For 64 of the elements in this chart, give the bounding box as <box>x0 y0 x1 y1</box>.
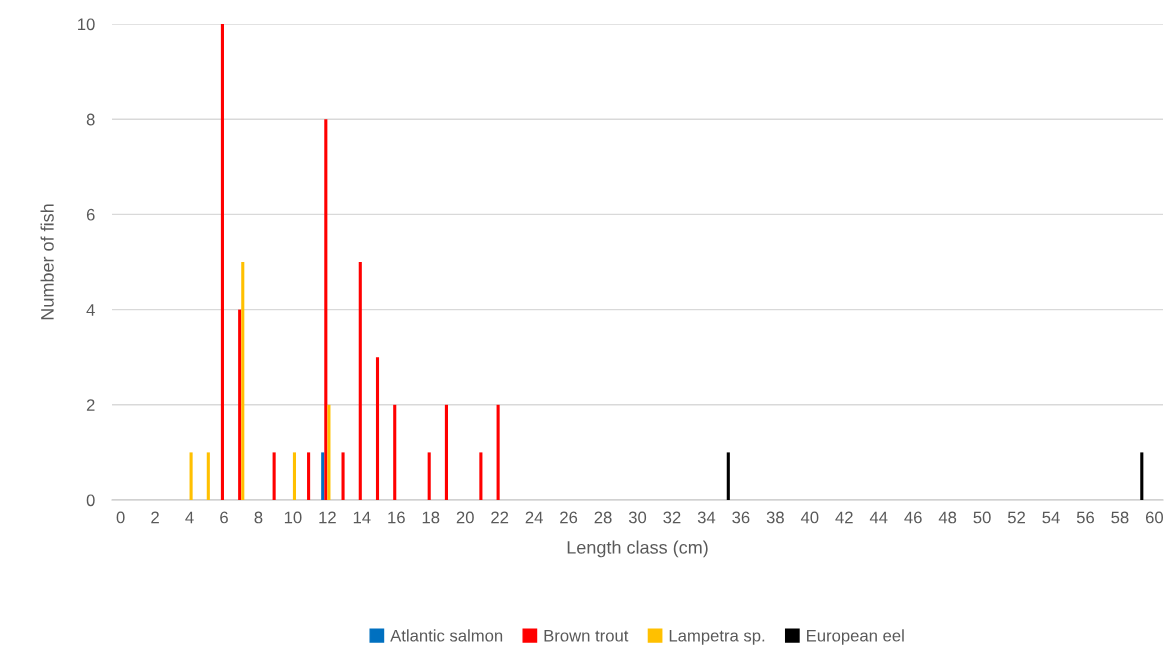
bar <box>324 119 328 500</box>
legend-label: European eel <box>807 629 904 645</box>
x-tick-label: 36 <box>732 511 750 524</box>
x-tick-label: 48 <box>938 511 957 524</box>
bar <box>375 357 380 500</box>
x-tick-label: 40 <box>800 511 819 524</box>
y-tick-label: 6 <box>86 208 95 221</box>
x-tick-label: 22 <box>491 511 509 524</box>
x-tick-label: 32 <box>663 511 681 524</box>
x-tick-label: 30 <box>628 511 647 524</box>
bar <box>327 404 331 500</box>
x-tick-label: 46 <box>904 511 922 524</box>
legend-label: Atlantic salmon <box>390 629 503 642</box>
y-tick-label: 4 <box>86 304 95 316</box>
bar <box>220 24 224 500</box>
x-tick-label: 26 <box>560 511 578 524</box>
legend-label: Lampetra sp. <box>669 629 765 645</box>
bar <box>358 262 362 500</box>
x-tick-label: 60 <box>1145 511 1163 524</box>
bar <box>444 404 448 500</box>
x-tick-label: 4 <box>185 511 194 524</box>
x-axis-title: Length class (cm) <box>567 540 708 558</box>
x-tick-label: 24 <box>525 511 543 524</box>
bar <box>292 452 297 500</box>
x-tick-label: 42 <box>835 511 853 524</box>
x-tick-label: 6 <box>220 511 228 524</box>
bar <box>189 452 193 500</box>
bar <box>272 452 276 500</box>
x-tick-label: 56 <box>1076 511 1094 524</box>
y-tick-label: 10 <box>78 18 95 31</box>
x-tick-label: 38 <box>766 511 784 524</box>
bar <box>496 404 500 500</box>
x-tick-label: 8 <box>254 511 263 524</box>
x-tick-label: 12 <box>319 511 336 524</box>
y-tick-label: 8 <box>86 113 95 126</box>
x-tick-label: 54 <box>1042 511 1060 524</box>
bar <box>479 452 483 500</box>
bar <box>321 452 325 500</box>
x-tick-label: 52 <box>1007 511 1025 524</box>
legend-label: Brown trout <box>544 629 629 642</box>
x-tick-label: 2 <box>151 511 159 524</box>
x-tick-label: 18 <box>422 511 440 524</box>
bar <box>238 309 242 500</box>
x-tick-label: 50 <box>973 511 991 524</box>
x-tick-label: 20 <box>456 511 474 524</box>
y-tick-label: 2 <box>86 399 95 411</box>
bar <box>427 452 431 500</box>
bar <box>307 452 311 500</box>
x-tick-label: 58 <box>1111 511 1129 524</box>
x-tick-label: 14 <box>353 511 371 524</box>
bar <box>206 452 210 500</box>
x-tick-label: 34 <box>697 511 716 524</box>
bar <box>1140 452 1144 500</box>
x-tick-label: 10 <box>284 511 302 524</box>
bar <box>393 404 397 500</box>
y-tick-label: 0 <box>86 494 95 507</box>
bar <box>726 452 730 500</box>
bar <box>341 452 345 500</box>
x-tick-label: 0 <box>116 511 125 524</box>
x-tick-label: 44 <box>869 511 888 524</box>
x-tick-label: 28 <box>594 511 612 524</box>
bar <box>241 262 245 500</box>
y-axis-title: Number of fish <box>40 204 54 320</box>
x-tick-label: 16 <box>388 511 405 524</box>
